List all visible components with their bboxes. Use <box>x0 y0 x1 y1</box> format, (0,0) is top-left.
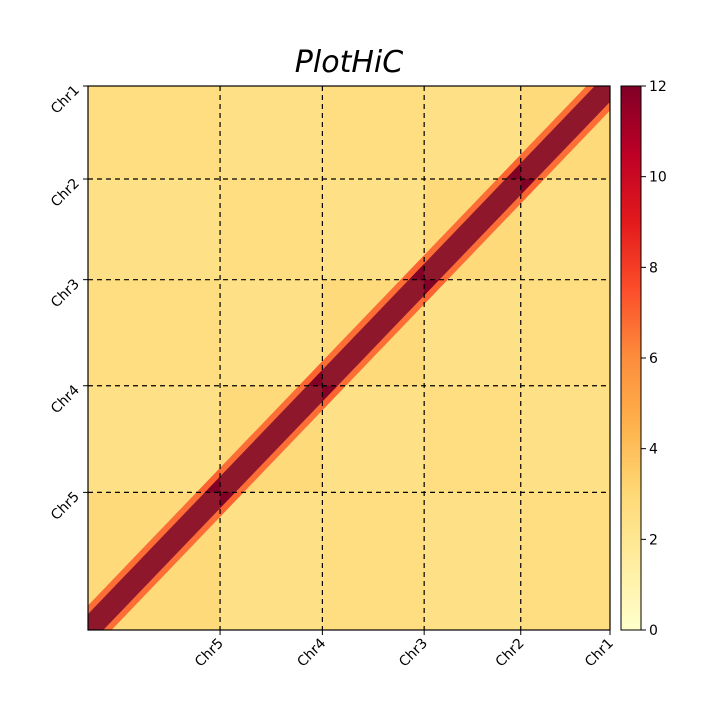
heatmap-block <box>220 492 323 630</box>
x-tick-label: Chr2 <box>493 636 528 671</box>
heatmap-plot-area <box>88 86 610 630</box>
heatmap-block <box>88 86 221 180</box>
chromosome-boundaries <box>88 86 610 630</box>
heatmap-block <box>520 492 610 630</box>
heatmap-block <box>88 385 221 493</box>
heatmap-block <box>88 179 221 280</box>
y-tick-label: Chr3 <box>48 276 83 311</box>
heatmap-block <box>520 179 610 280</box>
x-tick-label: Chr5 <box>192 636 227 671</box>
y-tick-label: Chr5 <box>48 489 83 524</box>
heatmap-block <box>220 279 323 386</box>
x-tick-labels: Chr5 Chr4 Chr3 Chr2 Chr1 <box>192 630 617 670</box>
intra-chromosome-block <box>220 385 323 493</box>
diagonal-band <box>88 86 610 630</box>
heatmap-block <box>322 179 425 280</box>
heatmap-block <box>424 492 521 630</box>
colorbar-tick-label: 2 <box>649 532 658 548</box>
intra-chromosome-block <box>322 279 425 386</box>
intra-chromosome-block <box>424 179 521 280</box>
colorbar-tick-label: 10 <box>649 170 667 186</box>
heatmap-block <box>220 179 323 280</box>
heatmap-block <box>424 86 521 180</box>
intra-chromosome-block <box>520 86 610 180</box>
x-tick-label: Chr4 <box>294 635 329 670</box>
y-tick-label: Chr1 <box>48 83 83 118</box>
heatmap-block <box>322 492 425 630</box>
heatmap-block <box>520 279 610 386</box>
y-tick-labels: Chr1 Chr2 Chr3 Chr4 Chr5 <box>48 83 88 524</box>
y-tick-label: Chr2 <box>48 176 83 211</box>
colorbar-tick-label: 12 <box>649 79 667 95</box>
heatmap-block <box>88 279 221 386</box>
y-tick-label: Chr4 <box>48 382 83 417</box>
colorbar-tick-label: 0 <box>649 623 658 639</box>
intra-chromosome-block <box>88 492 221 630</box>
x-tick-label: Chr3 <box>396 636 431 671</box>
colorbar-tick-label: 4 <box>649 442 658 458</box>
heatmap-block <box>520 385 610 493</box>
heatmap-block <box>322 385 425 493</box>
heatmap-block <box>322 86 425 180</box>
heatmap-block <box>424 385 521 493</box>
heatmap-block <box>220 86 323 180</box>
chart-title: PlotHiC <box>295 45 403 80</box>
colorbar-tick-label: 6 <box>649 351 658 367</box>
x-tick-label: Chr1 <box>582 636 617 671</box>
heatmap-block <box>424 279 521 386</box>
colorbar <box>620 85 642 631</box>
colorbar-tick-label: 8 <box>649 260 658 276</box>
colorbar-ticks: 0 2 4 6 8 10 12 <box>641 79 667 639</box>
plot-frame <box>87 85 611 631</box>
